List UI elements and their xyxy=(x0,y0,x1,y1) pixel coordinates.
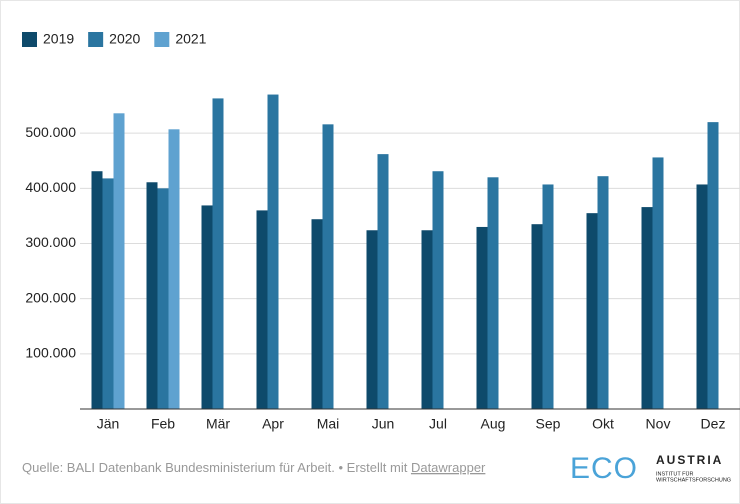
x-tick-label: Aug xyxy=(481,416,506,432)
x-tick-label: Okt xyxy=(592,416,614,432)
legend-label: 2020 xyxy=(109,31,140,47)
bar xyxy=(113,113,125,409)
x-tick-label: Mai xyxy=(317,416,340,432)
bar xyxy=(377,154,389,409)
bar xyxy=(586,213,598,409)
bar xyxy=(168,129,180,409)
bar xyxy=(696,184,708,409)
bar xyxy=(476,226,488,409)
logo-line2: WIRTSCHAFTSFORSCHUNG xyxy=(656,477,731,483)
bar xyxy=(432,171,444,409)
legend: 2019 2020 2021 xyxy=(22,31,207,47)
bar xyxy=(597,176,609,409)
bar xyxy=(366,230,378,409)
bar xyxy=(487,177,499,409)
logo-mark: ECO xyxy=(570,452,638,485)
x-tick-label: Nov xyxy=(646,416,671,432)
source-link[interactable]: Datawrapper xyxy=(411,460,486,475)
y-tick-label: 300.000 xyxy=(25,234,76,250)
bar xyxy=(212,98,224,409)
y-tick-label: 500.000 xyxy=(25,124,76,140)
bar xyxy=(652,157,664,409)
bar xyxy=(542,184,554,409)
y-tick-label: 400.000 xyxy=(25,179,76,195)
x-tick-label: Jän xyxy=(97,416,120,432)
source: Quelle: BALI Datenbank Bundesministerium… xyxy=(22,460,486,475)
source-text: Quelle: BALI Datenbank Bundesministerium… xyxy=(22,460,408,475)
x-tick-label: Jul xyxy=(429,416,447,432)
bar xyxy=(311,219,323,409)
x-tick-label: Mär xyxy=(206,416,230,432)
bar xyxy=(267,94,279,410)
bar xyxy=(91,171,103,409)
legend-swatch xyxy=(154,32,170,47)
x-tick-label: Apr xyxy=(262,416,284,432)
x-tick-label: Dez xyxy=(701,416,726,432)
x-tick-label: Feb xyxy=(151,416,175,432)
bar xyxy=(157,188,169,409)
legend-swatch xyxy=(22,32,37,47)
bar xyxy=(322,124,334,409)
legend-label: 2021 xyxy=(175,31,206,47)
bar xyxy=(641,207,653,409)
bar xyxy=(707,122,719,409)
x-tick-label: Jun xyxy=(372,416,395,432)
legend-swatch xyxy=(88,32,104,47)
bar xyxy=(146,182,158,409)
bar xyxy=(256,210,268,409)
x-tick-label: Sep xyxy=(536,416,561,432)
y-tick-label: 100.000 xyxy=(25,345,76,361)
logo-name: AUSTRIA xyxy=(656,453,723,467)
bar xyxy=(531,224,543,409)
y-tick-label: 200.000 xyxy=(25,289,76,305)
bar xyxy=(201,205,213,409)
legend-label: 2019 xyxy=(43,31,74,47)
bar xyxy=(421,230,433,409)
logo-line1: INSTITUT FÜR xyxy=(656,470,694,477)
bar xyxy=(102,178,114,409)
